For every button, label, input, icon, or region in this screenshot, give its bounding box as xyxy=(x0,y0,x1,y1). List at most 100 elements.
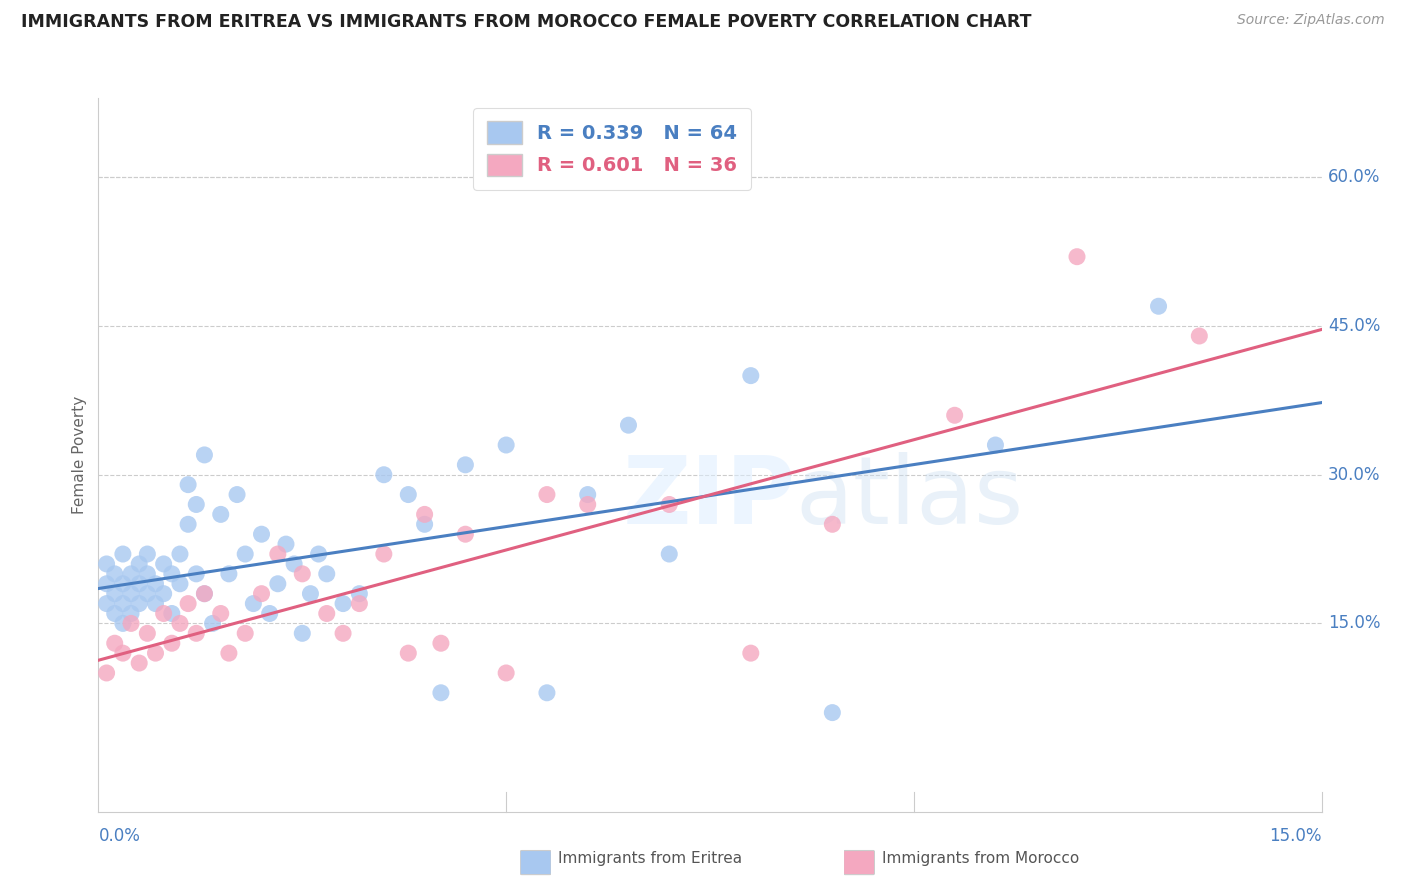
Point xyxy=(332,626,354,640)
Y-axis label: Female Poverty: Female Poverty xyxy=(72,396,87,514)
Point xyxy=(104,636,127,650)
Point xyxy=(120,587,142,601)
Point xyxy=(111,576,134,591)
Point xyxy=(233,626,256,640)
Point xyxy=(104,607,127,621)
Point xyxy=(209,508,232,522)
Point xyxy=(454,527,477,541)
Point xyxy=(186,498,208,512)
Point xyxy=(128,597,150,611)
Point xyxy=(226,487,249,501)
Point xyxy=(186,626,208,640)
Point xyxy=(576,498,599,512)
Text: IMMIGRANTS FROM ERITREA VS IMMIGRANTS FROM MOROCCO FEMALE POVERTY CORRELATION CH: IMMIGRANTS FROM ERITREA VS IMMIGRANTS FR… xyxy=(21,13,1032,31)
Point xyxy=(349,597,371,611)
Point xyxy=(169,547,191,561)
Point xyxy=(315,607,337,621)
Text: 15.0%: 15.0% xyxy=(1327,615,1381,632)
Point xyxy=(396,646,419,660)
Point xyxy=(349,587,371,601)
Point xyxy=(193,587,215,601)
Point xyxy=(201,616,224,631)
Point xyxy=(821,517,844,532)
Point xyxy=(267,576,290,591)
Point xyxy=(315,566,337,581)
Point xyxy=(111,597,134,611)
Text: 45.0%: 45.0% xyxy=(1327,317,1381,335)
Point xyxy=(430,636,453,650)
Point xyxy=(136,547,159,561)
Point xyxy=(128,656,150,670)
Point xyxy=(291,626,314,640)
Point xyxy=(373,467,395,482)
Point xyxy=(413,517,436,532)
Text: Source: ZipAtlas.com: Source: ZipAtlas.com xyxy=(1237,13,1385,28)
Point xyxy=(821,706,844,720)
Legend: R = 0.339   N = 64, R = 0.601   N = 36: R = 0.339 N = 64, R = 0.601 N = 36 xyxy=(474,108,751,190)
Point xyxy=(96,597,118,611)
Point xyxy=(299,587,322,601)
FancyBboxPatch shape xyxy=(520,851,551,874)
Point xyxy=(152,557,174,571)
Point xyxy=(152,607,174,621)
Text: 0.0%: 0.0% xyxy=(98,827,141,845)
Point xyxy=(136,587,159,601)
Point xyxy=(658,498,681,512)
Point xyxy=(136,566,159,581)
Point xyxy=(145,597,167,611)
Text: 30.0%: 30.0% xyxy=(1327,466,1381,483)
Point xyxy=(454,458,477,472)
Point xyxy=(332,597,354,611)
Point xyxy=(193,587,215,601)
Point xyxy=(152,587,174,601)
Point xyxy=(96,557,118,571)
Point xyxy=(233,547,256,561)
Point xyxy=(186,566,208,581)
Point xyxy=(104,587,127,601)
Point xyxy=(160,636,183,650)
Point xyxy=(111,646,134,660)
Text: atlas: atlas xyxy=(796,451,1024,544)
Point xyxy=(413,508,436,522)
Point xyxy=(291,566,314,581)
Point xyxy=(128,557,150,571)
Text: Immigrants from Morocco: Immigrants from Morocco xyxy=(882,852,1078,866)
Point xyxy=(160,607,183,621)
Point xyxy=(250,587,273,601)
Point xyxy=(495,438,517,452)
Point xyxy=(104,566,127,581)
Point xyxy=(242,597,264,611)
Point xyxy=(111,547,134,561)
Point xyxy=(145,576,167,591)
Point xyxy=(120,566,142,581)
Point xyxy=(218,566,240,581)
Point xyxy=(1147,299,1170,313)
Point xyxy=(169,616,191,631)
Point xyxy=(536,686,558,700)
Point xyxy=(1188,329,1211,343)
Point xyxy=(193,448,215,462)
Point xyxy=(96,665,118,680)
Point xyxy=(658,547,681,561)
Text: ZIP: ZIP xyxy=(623,451,796,544)
Text: 15.0%: 15.0% xyxy=(1270,827,1322,845)
Point xyxy=(943,409,966,423)
Point xyxy=(396,487,419,501)
Point xyxy=(984,438,1007,452)
Point xyxy=(145,646,167,660)
Point xyxy=(128,576,150,591)
Point xyxy=(267,547,290,561)
Point xyxy=(617,418,640,433)
Point xyxy=(740,368,762,383)
Point xyxy=(218,646,240,660)
Point xyxy=(373,547,395,561)
Point xyxy=(308,547,330,561)
Point xyxy=(160,566,183,581)
Point xyxy=(136,626,159,640)
Point xyxy=(536,487,558,501)
Point xyxy=(177,597,200,611)
Point xyxy=(177,517,200,532)
Point xyxy=(250,527,273,541)
Point xyxy=(169,576,191,591)
Point xyxy=(430,686,453,700)
